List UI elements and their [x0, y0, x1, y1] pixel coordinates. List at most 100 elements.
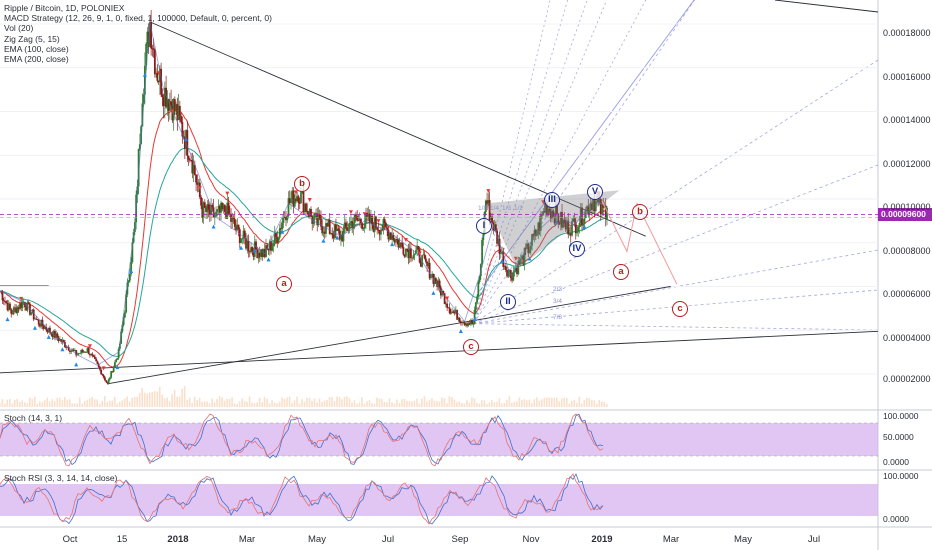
volume-bar [271, 400, 273, 407]
price-candle [153, 49, 156, 75]
price-candle [576, 231, 578, 234]
price-candle [282, 217, 285, 223]
price-candle [348, 223, 351, 230]
price-candle [240, 238, 242, 244]
price-series [0, 9, 608, 385]
price-candle [382, 219, 385, 231]
price-candle [67, 346, 70, 351]
x-tick-label: Sep [451, 534, 469, 545]
price-candle [322, 231, 325, 234]
volume-bar [118, 401, 121, 407]
volume-bar [386, 402, 388, 407]
sell-marker [87, 344, 92, 349]
price-candle [252, 251, 255, 257]
price-candle [32, 309, 35, 320]
price-candle [341, 234, 344, 242]
price-candle [218, 205, 221, 213]
price-candle [484, 200, 487, 212]
stoch-max-label: 100.0000 [883, 411, 919, 421]
price-candle [403, 254, 406, 257]
volume-bar [511, 402, 513, 407]
sell-marker [403, 237, 408, 242]
price-candle [295, 198, 297, 202]
sell-marker [197, 186, 202, 191]
price-candle [160, 68, 163, 95]
price-candle [1, 292, 4, 301]
volume-bar [106, 402, 109, 407]
price-candle [385, 222, 387, 228]
volume-bar [301, 399, 303, 407]
price-candle [310, 209, 312, 217]
price-candle [15, 307, 18, 313]
volume-bar [251, 402, 253, 407]
volume-bar [53, 401, 56, 407]
price-candle [296, 196, 299, 202]
stochrsi-k-line [0, 473, 604, 525]
price-candle [190, 159, 192, 161]
price-candle [25, 307, 28, 311]
volume-bar [346, 396, 348, 407]
price-candle [599, 198, 602, 215]
price-candle [217, 205, 220, 210]
volume-bar [231, 397, 233, 407]
price-candle [94, 356, 96, 359]
price-candle [443, 293, 446, 305]
price-candle [412, 255, 415, 259]
y-tick-label: 0.00014000 [883, 115, 931, 125]
price-candle [423, 254, 426, 259]
price-candle [155, 72, 158, 75]
volume-bar [171, 394, 173, 407]
price-candle [188, 159, 191, 161]
price-candle [561, 212, 563, 228]
volume-bar [206, 401, 208, 407]
volume-bar [18, 401, 21, 407]
price-candle [251, 247, 254, 252]
price-candle [597, 200, 600, 203]
volume-bar [443, 398, 446, 407]
price-candle [587, 206, 590, 215]
volume-bar [493, 402, 496, 407]
price-candle [161, 94, 164, 98]
price-candle [405, 248, 407, 257]
volume-bar [448, 396, 451, 407]
price-candle [543, 211, 546, 213]
price-candle [375, 216, 377, 228]
price-candle [270, 241, 272, 251]
price-candle [102, 375, 105, 378]
volume-bar [568, 403, 571, 407]
volume-bar [8, 399, 11, 407]
price-candle [437, 280, 440, 287]
price-candle [449, 312, 452, 314]
volume-bar [128, 401, 131, 407]
volume-bar [296, 396, 298, 407]
price-candle [506, 270, 508, 277]
price-candle [77, 353, 80, 355]
price-candle [114, 362, 116, 367]
price-candle [542, 211, 545, 216]
price-candle [315, 213, 317, 215]
stoch-d-line [0, 413, 604, 467]
price-candle [105, 380, 108, 382]
price-candle [547, 208, 550, 216]
wave-triangle [485, 190, 620, 269]
volume-bar [28, 397, 31, 407]
volume-bar [268, 403, 271, 407]
price-candle [551, 210, 553, 219]
price-candle [118, 343, 121, 349]
volume-bar [336, 396, 338, 407]
volume-bar [203, 401, 206, 407]
price-candle [187, 155, 190, 160]
volume-bar [221, 397, 223, 407]
price-candle [393, 239, 396, 243]
volume-bar [458, 401, 461, 407]
buy-marker [431, 290, 436, 295]
price-candle [145, 43, 148, 66]
volume-bar [583, 400, 586, 407]
y-tick-label: 0.00018000 [883, 28, 931, 38]
volume-bar [178, 396, 181, 407]
buy-marker [582, 225, 587, 230]
volume-bar [471, 397, 473, 407]
volume-bar [421, 398, 423, 407]
price-candle [45, 326, 48, 330]
